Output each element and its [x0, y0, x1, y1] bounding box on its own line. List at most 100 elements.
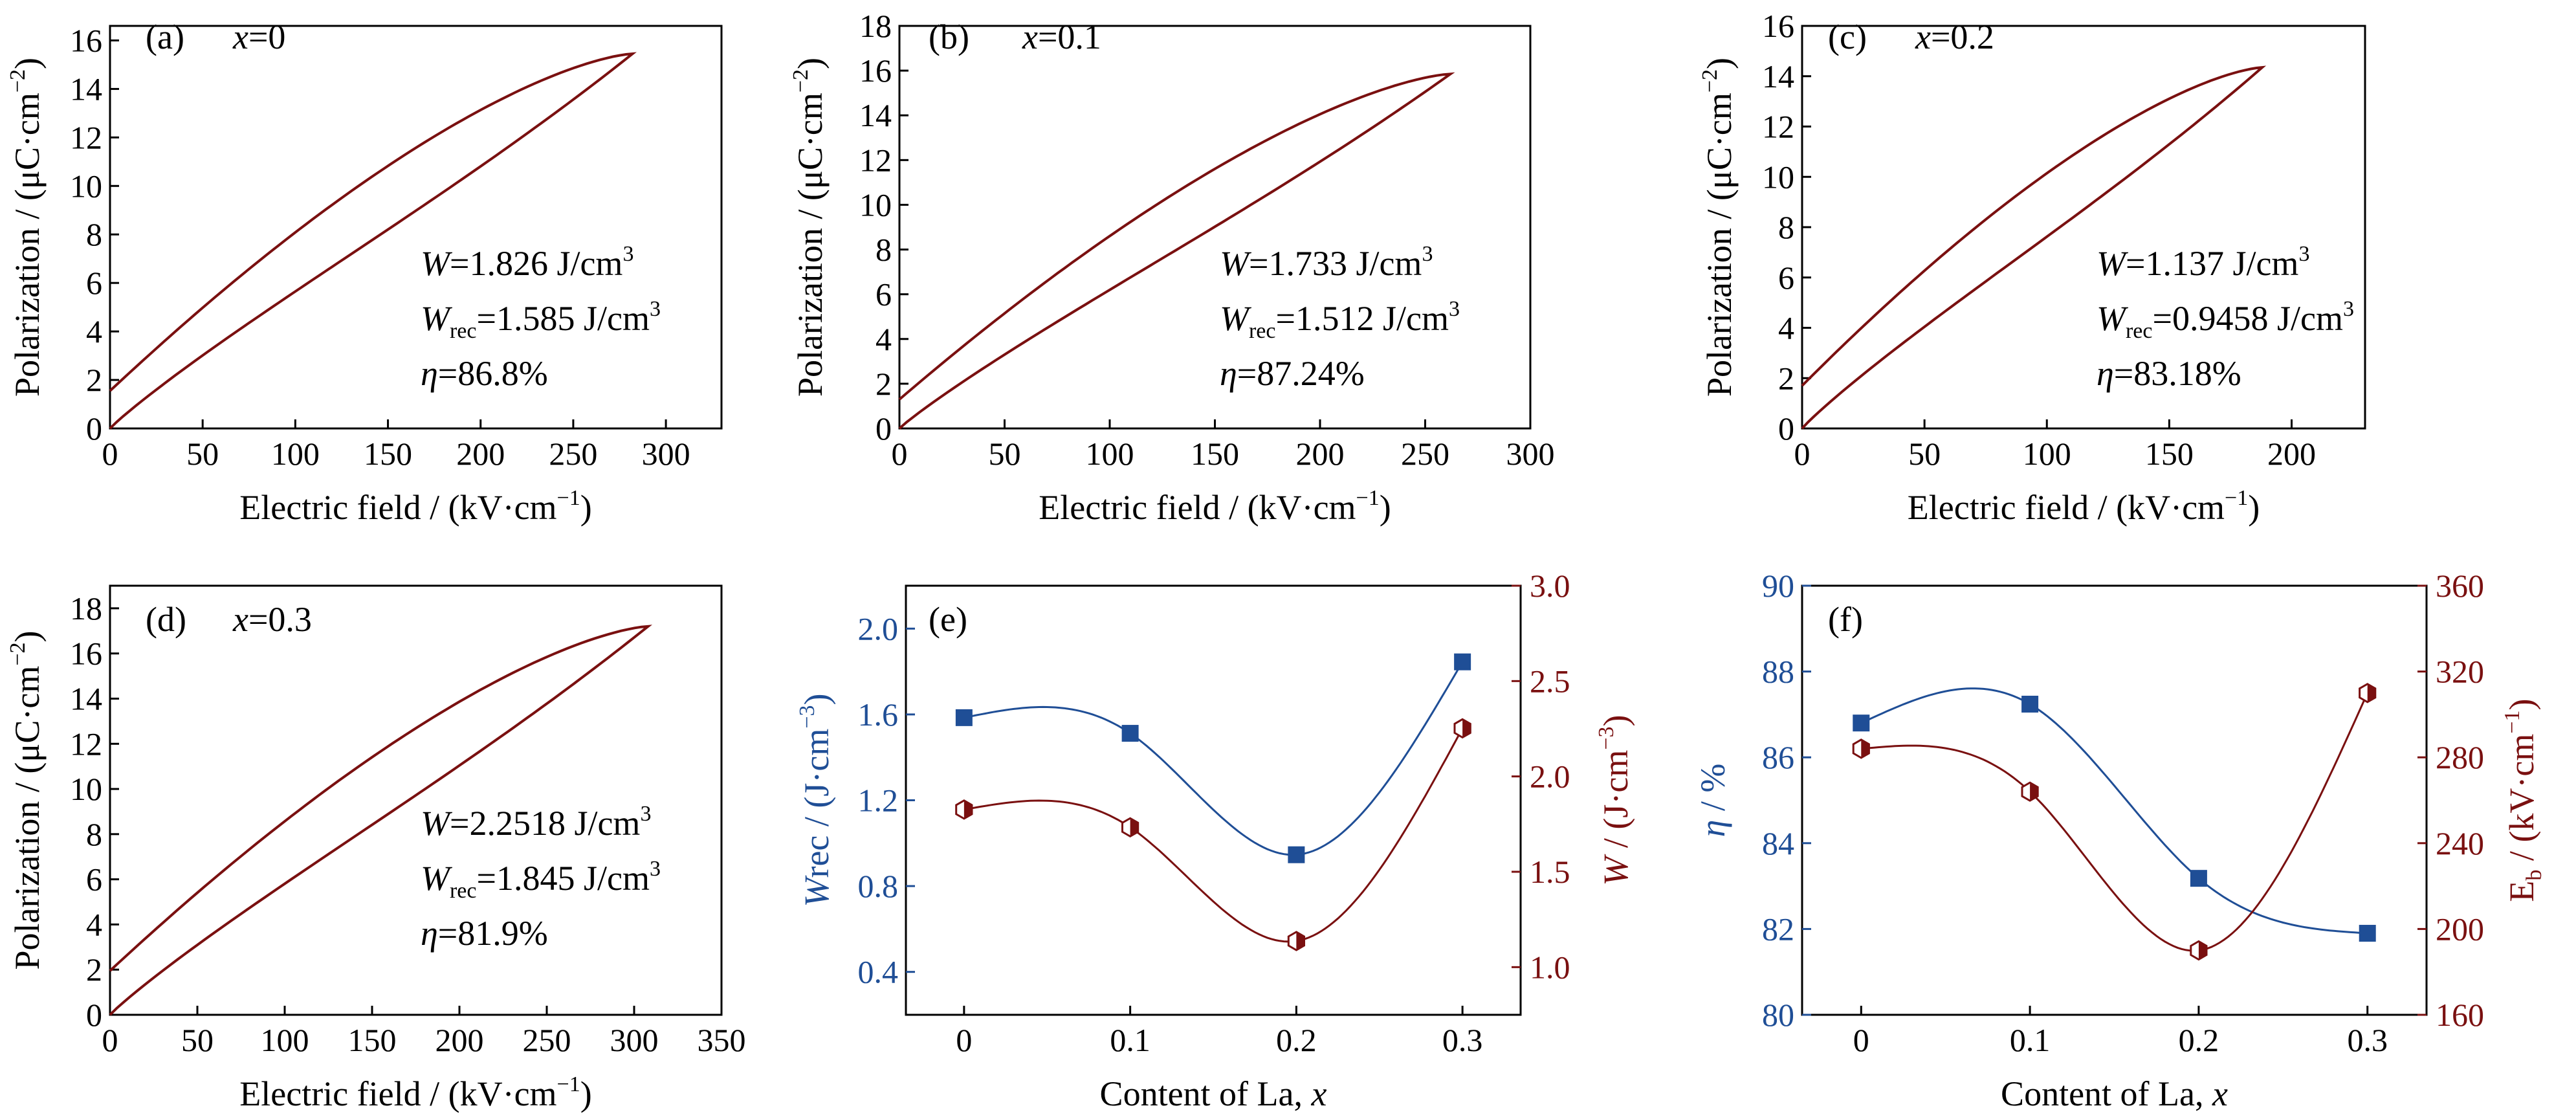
y-tick-label: 10 [859, 186, 892, 223]
x-tick-label: 0 [1853, 1022, 1869, 1058]
y-tick-label: 14 [859, 97, 892, 133]
x-tick-label: 50 [181, 1022, 214, 1058]
x-tick-label: 250 [549, 436, 597, 472]
y-axis-title: Polarization / (μC·cm−2) [1698, 58, 1739, 397]
series-curve-right [963, 727, 1464, 943]
x-tick-label: 0.2 [1276, 1022, 1317, 1058]
y-tick-label: 12 [1762, 109, 1794, 145]
pe-loop-b [898, 72, 1455, 430]
panel-a-frame [109, 25, 723, 430]
x-tick-label: 200 [1296, 436, 1345, 472]
y-tick-label: 1.6 [858, 696, 899, 733]
data-point-square [2359, 925, 2376, 942]
x-axis-title: Electric field / (kV·cm−1) [239, 486, 591, 527]
y-right-tick-label: 1.0 [1530, 949, 1570, 985]
data-point-hexagon [955, 799, 973, 820]
y-tick-label: 10 [1762, 159, 1794, 195]
y-right-tick-label: 280 [2436, 739, 2484, 775]
y-tick-label: 90 [1762, 568, 1794, 604]
x-tick-label: 0 [1794, 436, 1811, 472]
y-right-tick-label: 2.0 [1530, 759, 1570, 795]
data-point-hexagon [2190, 940, 2208, 961]
pe-loop-a [109, 52, 637, 430]
efficiency-label: η=86.8% [421, 354, 548, 393]
data-point-square [955, 709, 973, 726]
y-tick-label: 10 [70, 168, 102, 204]
y-tick-label: 12 [859, 142, 892, 178]
x-tick-label: 300 [1506, 436, 1555, 472]
y-tick-label: 18 [70, 590, 102, 626]
x-tick-label: 50 [186, 436, 219, 472]
x-tick-label: 150 [1191, 436, 1239, 472]
recoverable-energy-label: Wrec=1.512 J/cm3 [1220, 297, 1460, 343]
y-tick-label: 6 [875, 276, 892, 313]
x-axis-title: Electric field / (kV·cm−1) [239, 1072, 591, 1113]
x-tick-label: 350 [698, 1022, 746, 1058]
y-right-tick-label: 200 [2436, 911, 2484, 947]
pe-loop-d [109, 625, 653, 1016]
panel-c-frame [1801, 25, 2366, 430]
y-tick-label: 2 [86, 362, 102, 398]
x-tick-label: 200 [456, 436, 505, 472]
data-point-hexagon [2021, 781, 2039, 802]
energy-density-label: W=2.2518 J/cm3 [421, 802, 651, 843]
x-tick-label: 0 [102, 1022, 118, 1058]
y-right-tick-label: 240 [2436, 825, 2484, 861]
data-point-hexagon [1852, 738, 1870, 759]
y-left-axis-title: Wrec / (J·cm−3) [795, 693, 836, 907]
y-tick-label: 12 [70, 119, 102, 155]
panel-label: (e) [929, 600, 967, 639]
y-axis-title: Polarization / (μC·cm−2) [6, 630, 47, 969]
y-right-axis-title: W / (J·cm−3) [1594, 715, 1635, 885]
panel-label: (d) [146, 600, 186, 639]
panel-label: (b) [929, 17, 969, 56]
y-right-tick-label: 1.5 [1530, 854, 1570, 890]
x-axis-title: Electric field / (kV·cm−1) [1039, 486, 1391, 527]
y-tick-label: 86 [1762, 739, 1794, 775]
recoverable-energy-label: Wrec=1.585 J/cm3 [421, 297, 661, 343]
pe-loop-c [1801, 65, 2267, 430]
y-tick-label: 4 [86, 906, 102, 942]
efficiency-label: η=81.9% [421, 914, 548, 953]
y-tick-label: 2 [1778, 360, 1794, 396]
x-tick-label: 0.1 [1110, 1022, 1150, 1058]
x-tick-label: 0 [956, 1022, 972, 1058]
x-axis-title: Electric field / (kV·cm−1) [1908, 486, 2260, 527]
y-tick-label: 88 [1762, 654, 1794, 690]
x-axis-title: Content of La, x [1100, 1074, 1327, 1113]
y-tick-label: 0.8 [858, 868, 899, 904]
panel-label: (c) [1828, 17, 1867, 56]
x-tick-label: 50 [989, 436, 1021, 472]
x-tick-label: 300 [610, 1022, 659, 1058]
efficiency-label: η=83.18% [2097, 354, 2241, 393]
composition-label: x=0.1 [1022, 17, 1101, 56]
x-axis-title: Content of La, x [2001, 1074, 2228, 1113]
y-tick-label: 80 [1762, 997, 1794, 1033]
y-tick-label: 14 [70, 71, 102, 107]
y-tick-label: 8 [86, 216, 102, 252]
series-curve-left [1860, 687, 2368, 935]
y-axis-title: Polarization / (μC·cm−2) [6, 58, 47, 397]
x-tick-label: 250 [1401, 436, 1449, 472]
data-point-square [1288, 846, 1305, 863]
panel-d-frame [109, 584, 723, 1016]
y-tick-label: 0 [1778, 410, 1794, 447]
y-tick-label: 16 [70, 636, 102, 672]
y-tick-label: 16 [1762, 8, 1794, 44]
y-axis-title: Polarization / (μC·cm−2) [789, 58, 830, 397]
y-tick-label: 12 [70, 726, 102, 762]
x-tick-label: 0.1 [2010, 1022, 2051, 1058]
composition-label: x=0.3 [232, 600, 312, 639]
y-tick-label: 84 [1762, 825, 1794, 861]
panel-label: (f) [1828, 600, 1863, 639]
data-point-square [1853, 715, 1870, 732]
y-right-tick-label: 360 [2436, 568, 2484, 604]
y-tick-label: 2 [86, 951, 102, 988]
x-tick-label: 100 [2023, 436, 2071, 472]
energy-density-label: W=1.733 J/cm3 [1220, 242, 1433, 283]
series-curve-left [963, 661, 1464, 856]
y-right-tick-label: 3.0 [1530, 568, 1570, 604]
y-tick-label: 16 [70, 22, 102, 58]
y-tick-label: 2.0 [858, 610, 899, 647]
